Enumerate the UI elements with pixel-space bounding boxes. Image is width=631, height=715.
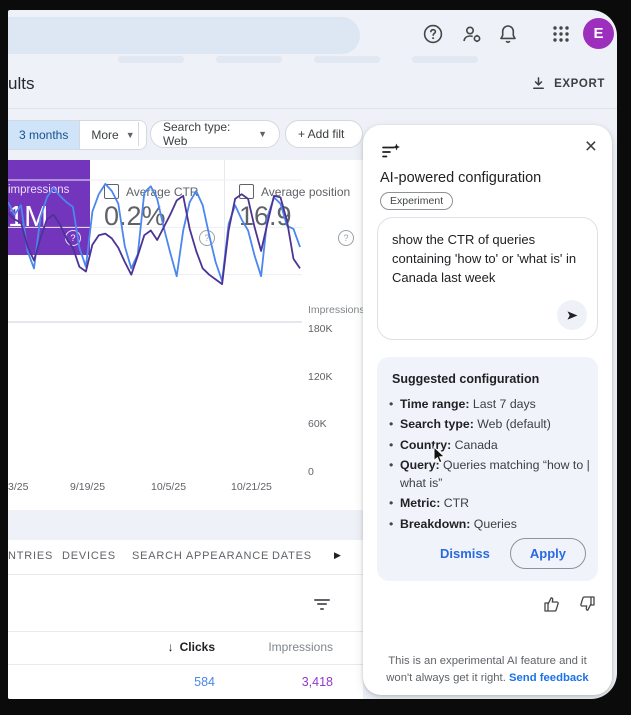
more-filters-chip[interactable]: More ▼ — [79, 121, 146, 149]
experiment-badge: Experiment — [380, 192, 454, 210]
y-axis-title: Impressions — [308, 304, 365, 316]
apps-grid-icon[interactable] — [549, 22, 573, 46]
export-label: EXPORT — [554, 77, 605, 90]
send-feedback-link[interactable]: Send feedback — [508, 671, 589, 684]
dimensions-table-card: NTRIES DEVICES SEARCH APPEARANCE DATES ▶… — [8, 540, 363, 699]
y-tick: 180K — [308, 323, 333, 335]
search-type-chip[interactable]: Search type: Web ▼ — [150, 120, 280, 148]
dismiss-button[interactable]: Dismiss — [440, 546, 490, 561]
thumbs-up-icon[interactable] — [543, 595, 561, 613]
y-tick: 60K — [308, 418, 327, 430]
config-item-search-type: Search type: Web (default) — [387, 416, 590, 434]
impressions-column-header[interactable]: Impressions — [268, 640, 333, 654]
blurred-text — [314, 56, 380, 63]
export-button[interactable]: EXPORT — [531, 76, 605, 91]
help-icon[interactable] — [421, 22, 445, 46]
help-badge-icon[interactable]: ? — [199, 230, 215, 246]
ai-panel-title: AI-powered configuration — [380, 170, 542, 186]
clicks-column-header[interactable]: ↓ Clicks — [167, 640, 215, 654]
config-item-query: Query: Queries matching “how to | what i… — [387, 457, 590, 492]
blurred-text — [412, 56, 478, 63]
config-item-country: Country: Canada — [387, 437, 590, 455]
sort-desc-icon: ↓ — [167, 640, 174, 654]
tab-search-appearance[interactable]: SEARCH APPEARANCE — [132, 550, 270, 562]
ai-prompt-text: show the CTR of queries containing 'how … — [392, 232, 577, 286]
page-title: ults — [8, 74, 35, 93]
tab-countries[interactable]: NTRIES — [8, 550, 54, 562]
tabs-next-arrow-icon[interactable]: ▶ — [334, 550, 341, 560]
impressions-card-label: impressions — [8, 184, 70, 196]
table-toolbar — [8, 575, 363, 632]
table-row[interactable]: 584 3,418 — [8, 664, 363, 699]
impressions-line — [8, 193, 301, 285]
impressions-cell: 3,418 — [301, 675, 333, 689]
total-impressions-card[interactable]: impressions 1M ? — [8, 160, 90, 255]
screen: E ults EXPORT 3 months More ▼ Search typ… — [8, 10, 617, 699]
x-tick: 9/19/25 — [70, 481, 106, 493]
suggested-configuration-card: Suggested configuration Time range: Last… — [377, 357, 598, 581]
table-filter-icon[interactable] — [313, 599, 331, 611]
suggested-configuration-title: Suggested configuration — [392, 372, 540, 386]
y-tick: 0 — [308, 466, 314, 478]
ctr-card-value: 0.2% — [104, 201, 166, 231]
y-tick: 120K — [308, 371, 333, 383]
download-icon — [533, 77, 545, 89]
mouse-cursor — [433, 445, 446, 470]
blurred-text — [216, 56, 282, 63]
config-item-metric: Metric: CTR — [387, 495, 590, 513]
config-item-time-range: Time range: Last 7 days — [387, 396, 590, 414]
help-badge-icon[interactable]: ? — [338, 230, 354, 246]
chevron-down-icon: ▼ — [258, 129, 267, 139]
notifications-bell-icon[interactable] — [496, 22, 520, 46]
close-icon[interactable]: × — [584, 135, 597, 158]
average-position-card[interactable]: Average position 16.9 ? — [225, 160, 363, 255]
divider — [138, 122, 139, 146]
dimension-tabs: NTRIES DEVICES SEARCH APPEARANCE DATES ▶ — [8, 540, 363, 575]
account-avatar[interactable]: E — [583, 18, 614, 49]
apply-button[interactable]: Apply — [509, 538, 586, 569]
clicks-cell: 584 — [194, 675, 215, 689]
chevron-down-icon: ▼ — [125, 130, 135, 140]
x-tick: 10/21/25 — [231, 481, 272, 493]
ai-filter-sparkle-icon — [380, 141, 402, 163]
table-header-row: ↓ Clicks Impressions — [8, 632, 363, 664]
position-card-label: Average position — [261, 184, 351, 199]
user-settings-icon[interactable] — [460, 22, 484, 46]
clicks-line — [8, 182, 301, 282]
add-filter-chip[interactable]: + Add filt — [285, 120, 363, 148]
thumbs-down-icon[interactable] — [578, 595, 596, 613]
avatar-initial: E — [593, 25, 604, 42]
x-tick: 10/5/25 — [151, 481, 187, 493]
x-tick: 3/25 — [8, 481, 29, 493]
divider — [8, 108, 617, 109]
ai-configuration-panel: × AI-powered configuration Experiment sh… — [363, 125, 612, 695]
ai-prompt-input[interactable]: show the CTR of queries containing 'how … — [377, 217, 598, 340]
tab-dates[interactable]: DATES — [272, 550, 312, 562]
tab-devices[interactable]: DEVICES — [62, 550, 116, 562]
performance-line-chart[interactable] — [8, 160, 304, 330]
config-item-breakdown: Breakdown: Queries — [387, 516, 590, 534]
blurred-text — [118, 56, 184, 63]
send-arrow-icon — [567, 310, 577, 320]
date-filter-chip-group: 3 months More ▼ — [8, 120, 147, 150]
global-search-input[interactable] — [8, 17, 360, 54]
send-button[interactable] — [557, 300, 587, 330]
ai-disclaimer: This is an experimental AI feature and i… — [386, 655, 589, 684]
suggested-configuration-list: Time range: Last 7 days Search type: Web… — [387, 393, 590, 536]
date-range-chip[interactable]: 3 months — [8, 121, 80, 149]
